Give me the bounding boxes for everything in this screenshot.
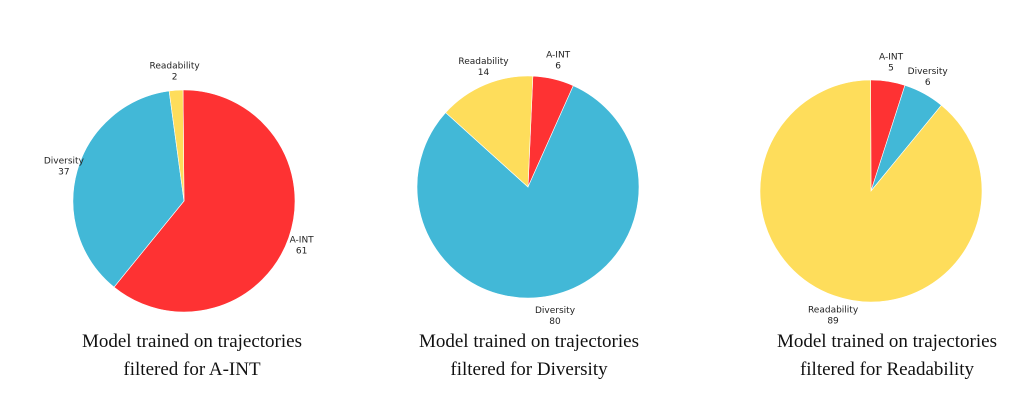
- slice-value-readability: 2: [172, 72, 178, 82]
- slice-label-diversity: Diversity: [535, 306, 576, 316]
- pie-slice-readability: [168, 89, 185, 202]
- pie-slice-diversity: [416, 85, 640, 299]
- slice-label-diversity: Diversity: [908, 67, 949, 77]
- caption-line-1: Model trained on trajectories: [777, 331, 997, 352]
- slice-label-a-int: A-INT: [546, 51, 571, 61]
- slice-value-readability: 89: [827, 316, 839, 326]
- caption-line-2: filtered for Diversity: [450, 359, 608, 380]
- slice-value-a-int: 61: [296, 246, 307, 256]
- pie-slice-readability: [445, 75, 534, 188]
- pie-slices: [759, 79, 983, 303]
- pie-slice-a-int: [113, 89, 296, 313]
- slice-label-a-int: A-INT: [879, 53, 904, 63]
- pie-slices: [416, 75, 640, 299]
- pie-slice-diversity: [72, 90, 185, 288]
- slice-label-readability: Readability: [458, 57, 509, 67]
- slice-label-a-int: A-INT: [290, 235, 315, 245]
- slice-value-diversity: 37: [58, 168, 69, 178]
- slice-value-readability: 14: [478, 68, 490, 78]
- slice-value-a-int: 5: [888, 64, 894, 74]
- caption-line-2: filtered for Readability: [800, 359, 975, 380]
- slice-value-diversity: 80: [549, 317, 561, 327]
- pie-slice-readability: [759, 79, 983, 303]
- caption-line-1: Model trained on trajectories: [419, 331, 639, 352]
- slice-value-diversity: 6: [925, 78, 931, 88]
- slice-label-diversity: Diversity: [44, 157, 85, 167]
- slice-label-readability: Readability: [808, 305, 859, 315]
- pie-slices: [72, 89, 296, 313]
- caption-line-1: Model trained on trajectories: [82, 331, 302, 352]
- caption-line-2: filtered for A-INT: [123, 359, 261, 380]
- slice-value-a-int: 6: [555, 62, 561, 72]
- slice-label-readability: Readability: [150, 61, 201, 71]
